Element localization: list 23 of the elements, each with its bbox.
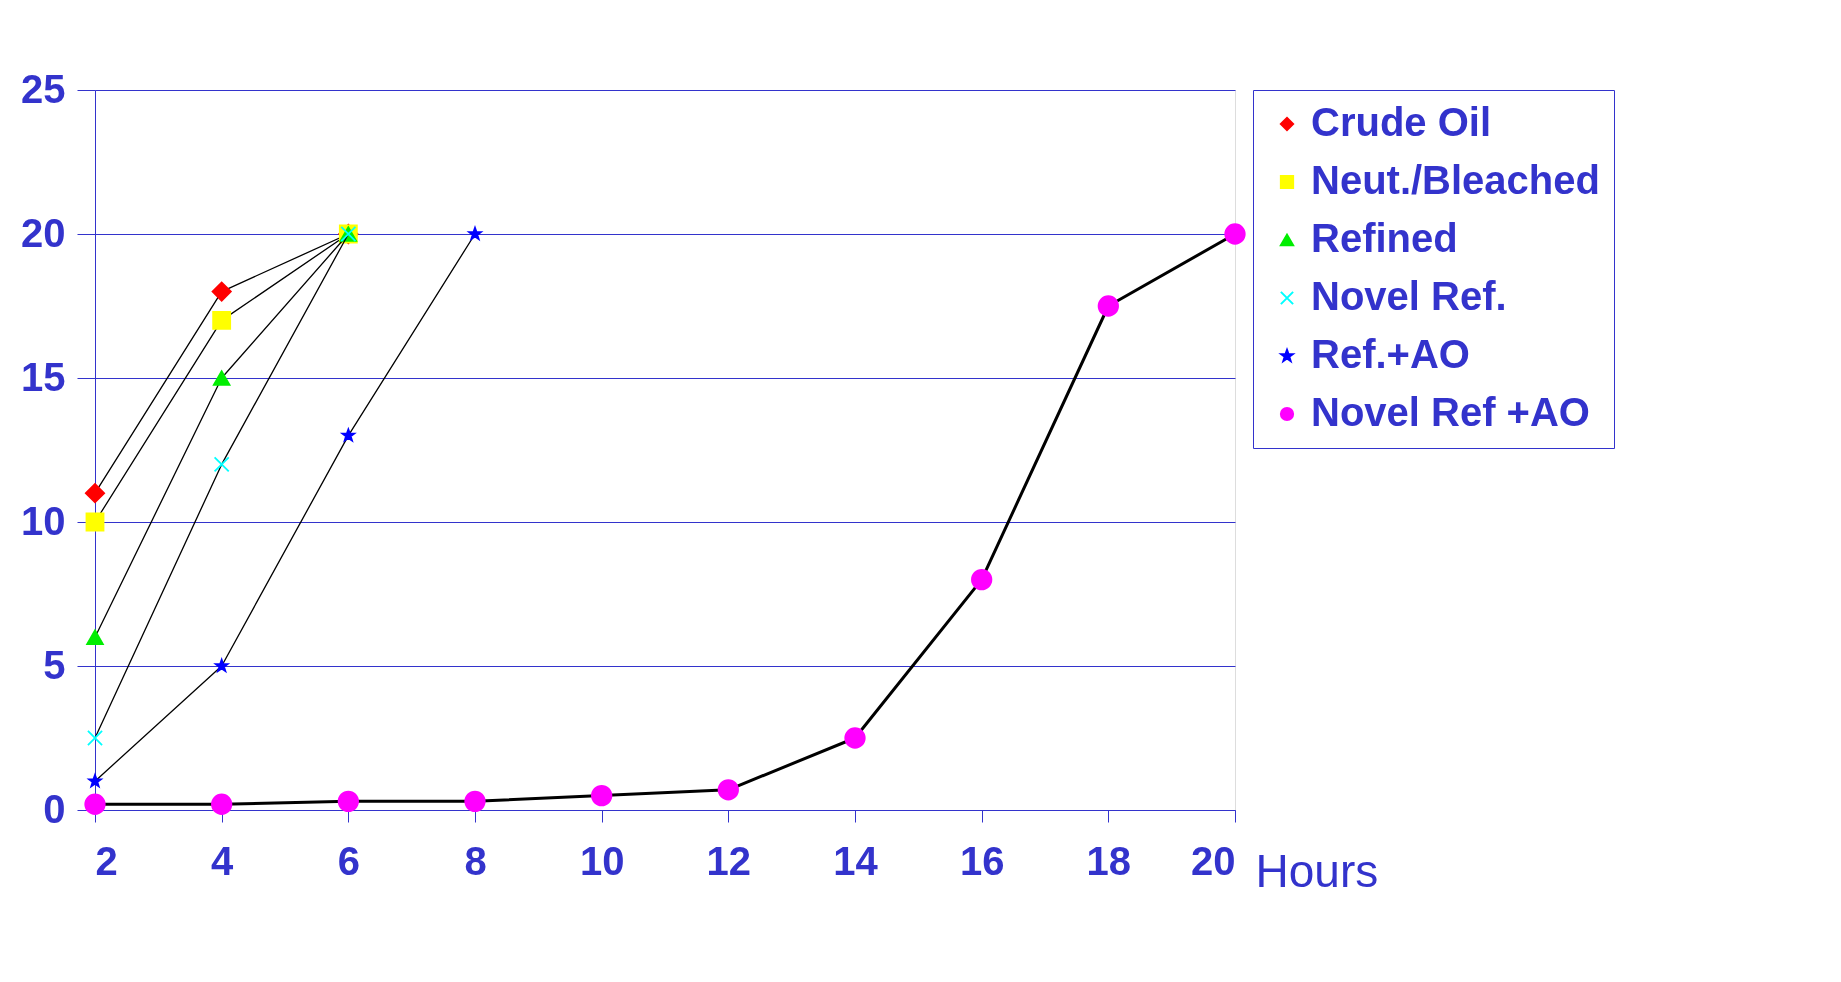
y-tick-label: 15 bbox=[21, 354, 66, 399]
legend-label: Refined bbox=[1311, 216, 1458, 260]
legend-label: Neut./Bleached bbox=[1311, 158, 1600, 202]
x-tick-label: 6 bbox=[337, 838, 360, 883]
x-tick-label: 4 bbox=[211, 838, 235, 883]
legend-label: Ref.+AO bbox=[1311, 332, 1470, 376]
y-tick-label: 25 bbox=[21, 66, 66, 111]
x-tick-label: 12 bbox=[706, 838, 752, 883]
x-tick-label: 8 bbox=[464, 838, 487, 883]
x-axis-title: Hours bbox=[1255, 844, 1379, 897]
x-tick-label: 20 bbox=[1191, 838, 1236, 883]
x-tick-label: 14 bbox=[833, 838, 879, 883]
x-tick-label: 18 bbox=[1086, 838, 1132, 883]
y-tick-label: 5 bbox=[43, 642, 66, 687]
x-tick-label: 16 bbox=[959, 838, 1005, 883]
legend-label: Novel Ref +AO bbox=[1311, 390, 1590, 434]
x-tick-label: 2 bbox=[95, 838, 118, 883]
legend-label: Novel Ref. bbox=[1311, 274, 1507, 318]
y-tick-label: 20 bbox=[21, 210, 66, 255]
legend-label: Crude Oil bbox=[1311, 100, 1492, 144]
x-tick-label: 10 bbox=[579, 838, 625, 883]
y-tick-label: 0 bbox=[43, 786, 66, 831]
y-tick-label: 10 bbox=[21, 498, 66, 543]
